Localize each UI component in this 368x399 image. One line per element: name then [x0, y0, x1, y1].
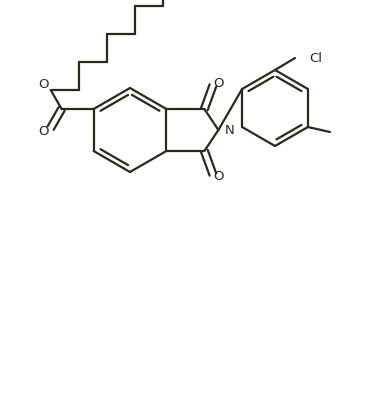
Text: O: O [214, 77, 224, 90]
Text: O: O [38, 124, 49, 138]
Text: O: O [214, 170, 224, 183]
Text: N: N [224, 124, 234, 136]
Text: Cl: Cl [309, 51, 322, 65]
Text: O: O [38, 79, 49, 91]
